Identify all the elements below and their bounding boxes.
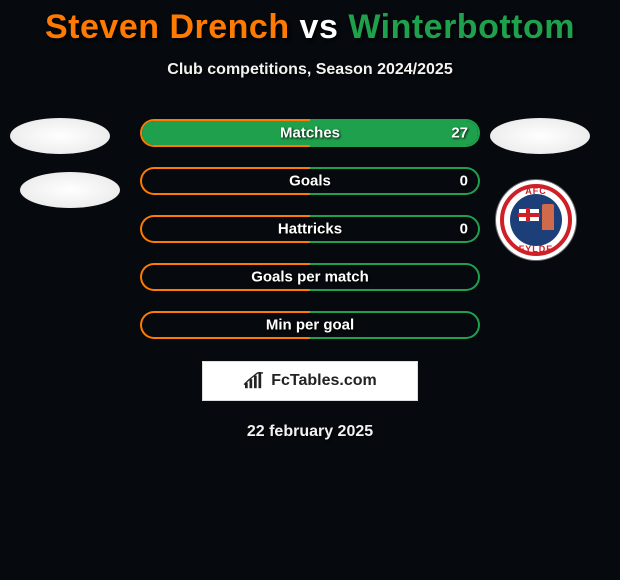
comparison-title: Steven Drench vs Winterbottom	[0, 0, 620, 47]
badge-text-top: AFC	[496, 186, 576, 196]
stat-label: Min per goal	[142, 317, 478, 334]
badge-flag-icon	[518, 208, 540, 222]
stat-row-goals-per-match: Goals per match	[140, 263, 480, 291]
stat-row-matches: Matches 27	[140, 119, 480, 147]
player2-name: Winterbottom	[348, 8, 575, 46]
player1-avatar-placeholder	[10, 118, 110, 154]
stat-label: Hattricks	[142, 221, 478, 238]
stat-label: Matches	[142, 125, 478, 142]
player2-club-badge: AFC FYLDE	[496, 180, 576, 260]
stat-label: Goals per match	[142, 269, 478, 286]
stat-label: Goals	[142, 173, 478, 190]
branding-box: FcTables.com	[202, 361, 418, 401]
vs-label: vs	[300, 8, 339, 46]
player1-name: Steven Drench	[45, 8, 290, 46]
stat-value-right: 0	[460, 173, 468, 190]
player2-avatar-placeholder	[490, 118, 590, 154]
season-subtitle: Club competitions, Season 2024/2025	[0, 61, 620, 79]
stat-row-hattricks: Hattricks 0	[140, 215, 480, 243]
badge-text-bottom: FYLDE	[496, 244, 576, 254]
stat-value-right: 27	[451, 125, 468, 142]
stat-row-min-per-goal: Min per goal	[140, 311, 480, 339]
badge-tower-icon	[542, 204, 554, 230]
stat-value-right: 0	[460, 221, 468, 238]
branding-text: FcTables.com	[271, 372, 377, 390]
player1-club-placeholder	[20, 172, 120, 208]
stat-row-goals: Goals 0	[140, 167, 480, 195]
snapshot-date: 22 february 2025	[0, 423, 620, 441]
bar-chart-icon	[243, 372, 265, 390]
